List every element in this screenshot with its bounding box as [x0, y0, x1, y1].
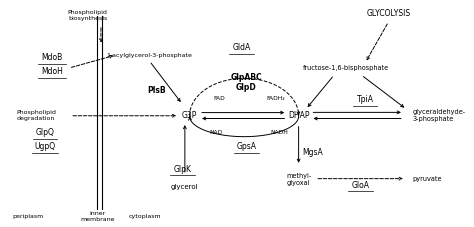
Text: inner
membrane: inner membrane	[80, 211, 114, 222]
Text: PlsB: PlsB	[147, 86, 166, 95]
Text: MdoB: MdoB	[42, 53, 63, 62]
Text: GlpD: GlpD	[236, 83, 257, 92]
Text: GldA: GldA	[233, 43, 251, 52]
Text: GlpABC: GlpABC	[231, 73, 262, 82]
Text: Phospholipid
degradation: Phospholipid degradation	[17, 110, 56, 121]
Text: DHAP: DHAP	[288, 111, 310, 120]
Text: cytoplasm: cytoplasm	[128, 214, 161, 219]
Text: Phospholipid
biosynthesis: Phospholipid biosynthesis	[68, 10, 108, 21]
Text: periplasm: periplasm	[13, 214, 44, 219]
Text: FADH₂: FADH₂	[266, 96, 285, 101]
Text: MdoH: MdoH	[41, 67, 63, 76]
Text: methyl-
glyoxal: methyl- glyoxal	[286, 173, 311, 186]
Text: 1-acylglycerol-3-phosphate: 1-acylglycerol-3-phosphate	[106, 53, 192, 58]
Text: GpsA: GpsA	[237, 142, 256, 151]
Text: GloA: GloA	[351, 180, 369, 190]
Text: fructose-1,6-bisphosphate: fructose-1,6-bisphosphate	[303, 65, 389, 71]
Text: glyceraldehyde-
3-phosphate: glyceraldehyde- 3-phosphate	[412, 109, 465, 122]
Text: FAD: FAD	[213, 96, 225, 101]
Text: TpiA: TpiA	[356, 95, 374, 104]
Text: NAD: NAD	[209, 130, 222, 135]
Text: MgsA: MgsA	[302, 148, 323, 157]
Text: glycerol: glycerol	[171, 184, 199, 190]
Text: G3P: G3P	[182, 111, 197, 120]
Text: GlpK: GlpK	[173, 165, 191, 174]
Text: NADH: NADH	[271, 130, 289, 135]
Text: GlpQ: GlpQ	[36, 128, 55, 137]
Text: GLYCOLYSIS: GLYCOLYSIS	[366, 9, 411, 18]
Text: pyruvate: pyruvate	[412, 176, 442, 182]
Text: UgpQ: UgpQ	[35, 142, 55, 151]
